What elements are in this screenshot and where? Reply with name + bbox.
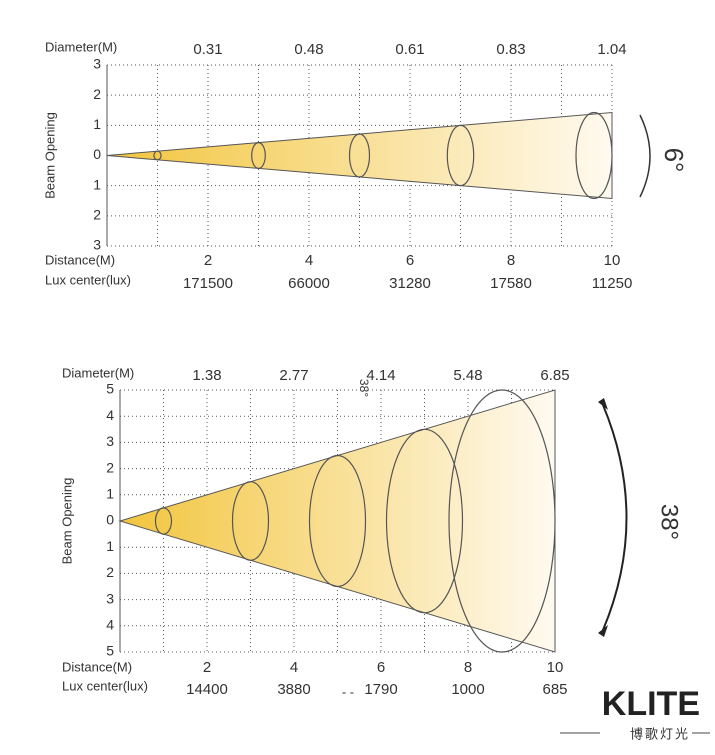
beam-section xyxy=(446,124,475,187)
y-tick-label: 1 xyxy=(93,176,101,192)
lux-label: Lux center(lux) xyxy=(45,272,131,287)
distance-label: Distance(M) xyxy=(45,252,115,267)
lux-value: 3880 xyxy=(277,681,310,698)
distance-value: 8 xyxy=(464,659,472,676)
beam-section xyxy=(575,111,613,200)
distance-label: Distance(M) xyxy=(62,659,132,674)
diameter-value: 0.31 xyxy=(193,41,222,58)
y-axis-label: Beam Opening xyxy=(59,478,74,565)
lux-value: 1790 xyxy=(364,681,397,698)
lux-value: 31280 xyxy=(389,275,431,292)
beam-section xyxy=(385,428,464,614)
beam-section xyxy=(231,481,270,561)
distance-value: 4 xyxy=(290,659,298,676)
y-axis-label: Beam Opening xyxy=(42,112,57,199)
y-tick-label: 2 xyxy=(106,459,114,475)
y-tick-label: 1 xyxy=(93,116,101,132)
y-tick-label: 0 xyxy=(93,146,101,162)
y-tick-label: 4 xyxy=(106,407,114,423)
y-tick-label: 3 xyxy=(106,590,114,606)
y-tick-label: 1 xyxy=(106,486,114,502)
arrow-head xyxy=(598,398,608,410)
diameter-value: 1.04 xyxy=(597,41,626,58)
diameter-label: Diameter(M) xyxy=(45,39,117,54)
lux-value: 17580 xyxy=(490,275,532,292)
distance-value: 2 xyxy=(203,659,211,676)
lux-value: 66000 xyxy=(288,275,330,292)
lux-value: 1000 xyxy=(451,681,484,698)
diameter-value: 0.48 xyxy=(294,41,323,58)
diameter-value: 2.77 xyxy=(279,367,308,384)
angle-arc xyxy=(639,114,651,198)
beam-angle: 38° xyxy=(656,504,683,540)
y-tick-label: 2 xyxy=(93,86,101,102)
beam-section xyxy=(153,150,162,161)
distance-value: 10 xyxy=(604,252,621,269)
lux-label: Lux center(lux) xyxy=(62,678,148,693)
arrow-head xyxy=(598,625,608,637)
lux-value: 11250 xyxy=(592,275,633,292)
beam-section xyxy=(154,507,173,535)
diameter-value: 5.48 xyxy=(453,367,482,384)
distance-value: 6 xyxy=(377,659,385,676)
distance-value: 10 xyxy=(547,659,564,676)
diameter-value: 0.83 xyxy=(496,41,525,58)
y-tick-label: 5 xyxy=(106,643,114,659)
lux-value: 14400 xyxy=(186,681,228,698)
beam-section xyxy=(308,454,367,588)
y-tick-label: 2 xyxy=(106,564,114,580)
lux-value: 685 xyxy=(542,681,567,698)
distance-value: 2 xyxy=(204,252,212,269)
lux-value: 171500 xyxy=(183,275,233,292)
diameter-value: 6.85 xyxy=(540,367,569,384)
y-tick-label: 2 xyxy=(93,207,101,223)
diameter-value: 4.14 xyxy=(366,367,395,384)
logo-tagline: 博歌灯光 xyxy=(630,726,690,741)
beam-angle-small: 38° xyxy=(357,379,371,397)
y-tick-label: 3 xyxy=(93,56,101,72)
y-tick-label: 3 xyxy=(93,237,101,253)
diameter-value: 1.38 xyxy=(192,367,221,384)
separator: - - xyxy=(342,684,354,699)
beam-section xyxy=(251,142,266,170)
diameter-label: Diameter(M) xyxy=(62,365,134,380)
y-tick-label: 4 xyxy=(106,617,114,633)
beam-angle: 6° xyxy=(659,148,689,173)
y-tick-label: 0 xyxy=(106,512,114,528)
diameter-value: 0.61 xyxy=(395,41,424,58)
logo-brand: KLITE xyxy=(602,685,700,723)
distance-value: 6 xyxy=(406,252,414,269)
beam-section xyxy=(448,389,556,653)
beam-cone xyxy=(118,389,556,653)
y-tick-label: 3 xyxy=(106,433,114,449)
y-tick-label: 5 xyxy=(106,381,114,397)
distance-value: 8 xyxy=(507,252,515,269)
angle-arrow xyxy=(602,404,628,631)
y-tick-label: 1 xyxy=(106,538,114,554)
beam-section xyxy=(348,133,371,178)
distance-value: 4 xyxy=(305,252,313,269)
